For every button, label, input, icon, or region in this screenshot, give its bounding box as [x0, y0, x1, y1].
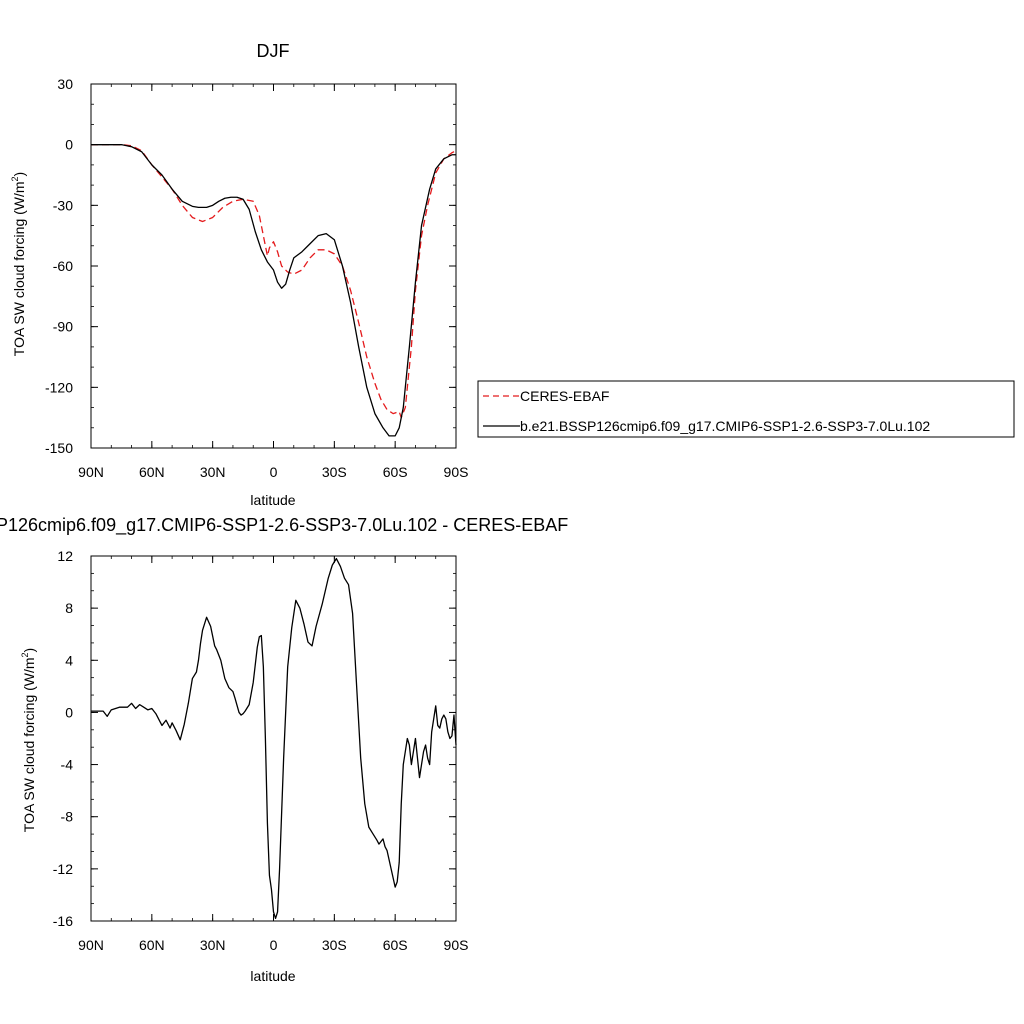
bottom-x-tick-label: 60S: [383, 937, 408, 953]
top-y-tick-label: -120: [45, 379, 73, 395]
top-x-tick-label: 60N: [139, 464, 165, 480]
top-x-axis-label: latitude: [250, 492, 295, 508]
bottom-y-tick-label: -4: [61, 757, 74, 773]
top-x-tick-label: 90S: [444, 464, 469, 480]
bottom-x-tick-label: 30N: [200, 937, 226, 953]
bottom-x-tick-label: 90S: [444, 937, 469, 953]
bottom-y-tick-label: -12: [53, 861, 73, 877]
bottom-x-axis-label: latitude: [250, 968, 295, 984]
bottom-x-tick-label: 30S: [322, 937, 347, 953]
top-y-axis-label-close: ): [11, 172, 27, 177]
top-y-tick-label: 0: [65, 137, 73, 153]
bottom-y-tick-label: -8: [61, 809, 74, 825]
bottom-plot-frame: [90, 555, 457, 922]
bottom-y-axis-label-close: ): [21, 648, 37, 653]
bottom-series-line-0: [91, 557, 457, 920]
top-x-tick-label: 60S: [383, 464, 408, 480]
top-panel: DJF 30 0 -30 -60 -90 -120 -150 90N 60N 30N 0 30S 60S…: [10, 41, 468, 508]
bottom-panel: P126cmip6.f09_g17.CMIP6-SSP1-2.6-SSP3-7.…: [0, 515, 568, 984]
bottom-chart-title: P126cmip6.f09_g17.CMIP6-SSP1-2.6-SSP3-7.…: [0, 515, 568, 536]
legend: CERES-EBAF b.e21.BSSP126cmip6.f09_g17.CM…: [477, 380, 1015, 438]
bottom-y-axis-label: TOA SW cloud forcing (W/m2): [20, 648, 37, 832]
top-x-tick-label: 90N: [78, 464, 104, 480]
top-y-axis-label: TOA SW cloud forcing (W/m2): [10, 172, 27, 356]
bottom-y-tick-label: 8: [65, 600, 73, 616]
top-plot-area: 30 0 -30 -60 -90 -120 -150 90N 60N 30N 0 30S 60S 90S: [45, 76, 468, 480]
bottom-y-axis-label-main: TOA SW cloud forcing (W/m: [21, 657, 37, 832]
bottom-y-tick-label: 12: [57, 548, 73, 564]
bottom-y-axis-label-sup: 2: [20, 652, 30, 657]
top-y-tick-label: -150: [45, 440, 73, 456]
legend-label-model: b.e21.BSSP126cmip6.f09_g17.CMIP6-SSP1-2.…: [520, 418, 930, 434]
bottom-x-tick-label: 60N: [139, 937, 165, 953]
bottom-y-tick-label: 4: [65, 652, 73, 668]
top-x-tick-label: 0: [270, 464, 278, 480]
top-y-tick-label: -90: [53, 319, 73, 335]
bottom-y-tick-label: 0: [65, 704, 73, 720]
legend-label-ceres: CERES-EBAF: [520, 388, 609, 404]
top-x-tick-label: 30S: [322, 464, 347, 480]
top-y-tick-label: -30: [53, 197, 73, 213]
bottom-x-tick-label: 0: [270, 937, 278, 953]
bottom-x-tick-label: 90N: [78, 937, 104, 953]
top-y-tick-label: 30: [57, 76, 73, 92]
top-series-line-0: [91, 144, 457, 419]
bottom-plot-area: 12 8 4 0 -4 -8 -12 -16 90N 60N 30N 0 30S 60S 90S: [53, 548, 469, 953]
top-chart-title: DJF: [257, 41, 290, 61]
bottom-y-tick-label: -16: [53, 913, 73, 929]
top-x-tick-label: 30N: [200, 464, 226, 480]
top-y-axis-label-sup: 2: [10, 176, 20, 181]
top-y-axis-label-main: TOA SW cloud forcing (W/m: [11, 181, 27, 356]
top-plot-frame: [90, 83, 457, 449]
top-series-line-1: [91, 144, 456, 437]
legend-box: [477, 380, 1015, 438]
top-y-tick-label: -60: [53, 258, 73, 274]
